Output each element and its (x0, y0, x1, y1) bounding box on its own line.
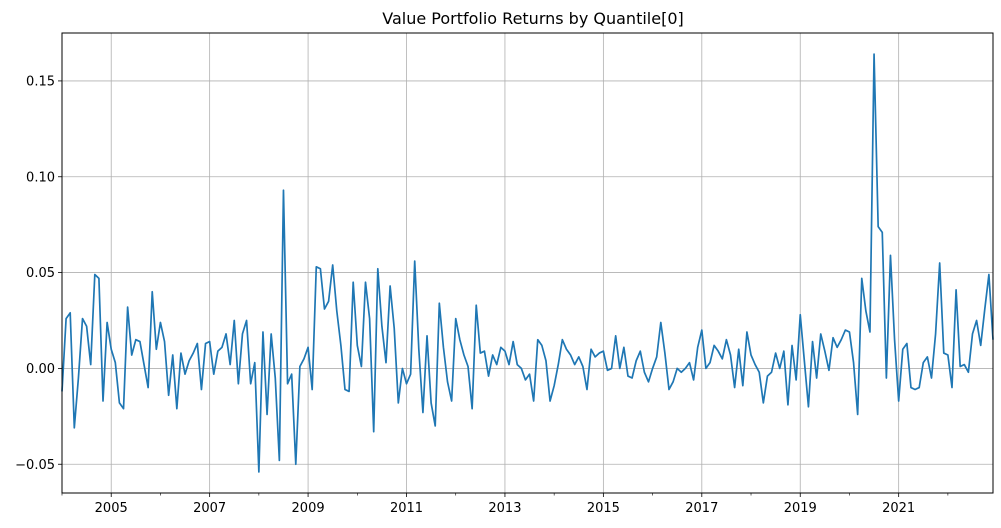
y-tick-label: 0.00 (26, 362, 55, 377)
chart-title: Value Portfolio Returns by Quantile[0] (382, 9, 684, 28)
x-tick-label: 2019 (784, 501, 817, 516)
y-tick-label: 0.10 (26, 170, 55, 185)
plot-frame (61, 32, 994, 494)
x-tick-label: 2017 (685, 501, 718, 516)
x-axis: 2005 2007 2009 2011 2013 2015 2017 2019 2021 (61, 493, 949, 516)
x-tick-label: 2021 (882, 501, 915, 516)
y-tick-label: 0.05 (26, 266, 55, 281)
y-tick-label: 0.15 (26, 74, 55, 89)
x-tick-label: 2013 (488, 501, 521, 516)
x-tick-label: 2015 (587, 501, 620, 516)
series-line-group (61, 53, 994, 473)
x-tick-label: 2009 (292, 501, 325, 516)
y-axis: −0.05 0.00 0.05 0.10 0.15 (15, 74, 62, 473)
grid (62, 33, 993, 493)
x-tick-label: 2005 (95, 501, 128, 516)
x-tick-label: 2007 (193, 501, 226, 516)
y-tick-label: −0.05 (15, 458, 55, 473)
series-line (61, 53, 994, 473)
x-tick-label: 2011 (390, 501, 423, 516)
